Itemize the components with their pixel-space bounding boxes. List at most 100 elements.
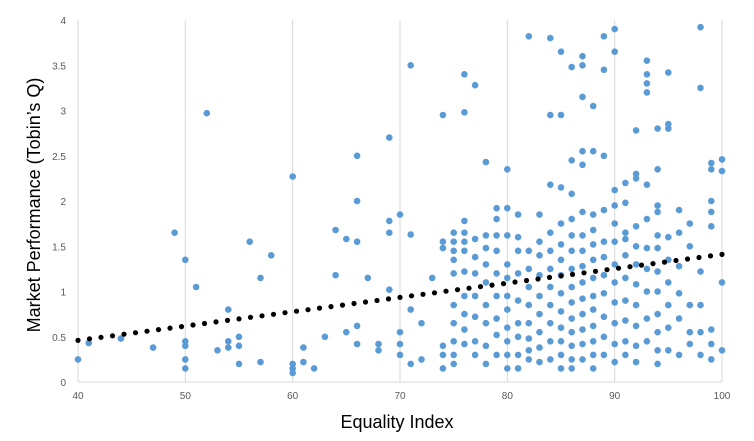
data-point	[579, 326, 586, 333]
data-point	[568, 232, 575, 239]
data-point	[611, 299, 618, 306]
data-point	[547, 181, 554, 188]
data-point	[632, 127, 640, 134]
trendline-dot	[167, 325, 173, 331]
trendline-dot	[638, 262, 645, 268]
data-point	[493, 215, 500, 223]
data-point	[568, 315, 575, 322]
data-point	[536, 211, 543, 218]
data-point	[428, 274, 436, 282]
data-point	[493, 351, 500, 359]
data-point	[547, 247, 554, 255]
trendline-dot	[351, 300, 357, 307]
data-point	[493, 331, 500, 339]
data-point	[353, 340, 361, 348]
data-point	[332, 226, 339, 234]
trendline-dot	[512, 279, 518, 285]
trendline-dot	[546, 274, 553, 280]
data-point	[493, 247, 500, 255]
data-point	[353, 322, 361, 330]
data-point	[579, 52, 586, 60]
data-point	[353, 197, 361, 205]
data-point	[310, 365, 318, 372]
data-point	[568, 247, 575, 255]
data-point	[675, 229, 683, 236]
data-point	[149, 344, 157, 351]
data-point	[665, 69, 672, 76]
x-tick-label: 40	[72, 391, 84, 402]
trendline-dot	[293, 308, 300, 314]
data-point	[525, 335, 533, 342]
trendline-dot	[109, 333, 116, 339]
data-point	[632, 223, 640, 230]
data-point	[579, 93, 586, 101]
data-point	[622, 297, 629, 304]
data-point	[600, 351, 608, 359]
data-point	[343, 328, 350, 336]
data-point	[632, 322, 640, 330]
data-point	[675, 206, 683, 214]
data-point	[203, 109, 211, 117]
data-point	[514, 233, 522, 241]
trendline-dot	[213, 319, 219, 325]
trendline-dot	[132, 330, 139, 336]
trendline-dot	[236, 316, 242, 322]
trendline-dot	[305, 307, 311, 313]
data-point	[514, 297, 522, 304]
data-point	[686, 243, 694, 250]
data-point	[482, 301, 490, 309]
data-point	[708, 326, 715, 333]
data-point	[697, 23, 704, 31]
data-point	[225, 306, 232, 313]
data-point	[182, 256, 189, 264]
trendline-dot	[155, 327, 162, 333]
data-point	[589, 274, 597, 282]
data-point	[439, 238, 447, 245]
data-point	[418, 356, 425, 363]
data-point	[461, 229, 468, 236]
data-point	[461, 247, 468, 255]
data-point	[632, 243, 640, 250]
data-point	[622, 229, 629, 236]
data-point	[654, 232, 661, 239]
data-point	[600, 66, 608, 74]
trendline	[75, 251, 725, 343]
data-point	[611, 25, 618, 33]
trendline-dot	[707, 253, 714, 259]
data-point	[675, 351, 683, 359]
data-point	[450, 270, 458, 277]
data-point	[386, 217, 393, 225]
data-point	[439, 244, 447, 252]
data-point	[632, 301, 640, 309]
data-point	[225, 344, 232, 351]
data-point	[74, 356, 82, 363]
x-tick-label: 60	[287, 391, 299, 402]
data-point	[665, 125, 672, 132]
data-point	[579, 161, 586, 169]
data-point	[557, 324, 565, 332]
data-point	[611, 220, 618, 227]
data-point	[386, 229, 393, 236]
trendline-dot	[454, 287, 461, 293]
data-point	[225, 338, 232, 345]
trendline-dot	[121, 331, 127, 337]
data-point	[407, 360, 415, 368]
data-point	[461, 340, 468, 348]
data-point	[536, 344, 543, 351]
data-point	[182, 342, 189, 350]
data-point	[654, 268, 661, 275]
data-point	[182, 356, 189, 363]
data-point	[600, 290, 608, 297]
data-point	[568, 342, 575, 350]
trendline-dot	[661, 259, 668, 265]
data-point	[504, 274, 511, 282]
data-point	[482, 279, 490, 286]
data-point	[568, 356, 575, 363]
trendline-dot	[719, 251, 725, 257]
data-point	[589, 147, 597, 155]
data-point	[589, 226, 597, 234]
trendline-dot	[385, 296, 392, 302]
data-point	[482, 342, 490, 350]
data-point	[654, 288, 661, 295]
